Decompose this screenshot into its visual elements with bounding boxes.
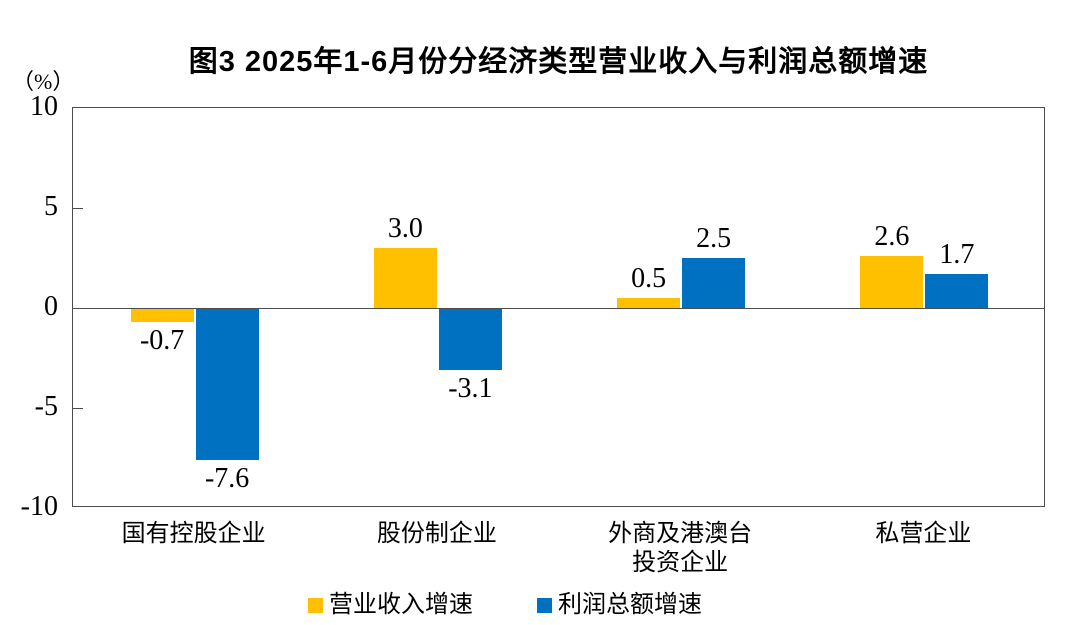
category-label-line: 股份制企业 [376,521,497,547]
value-label: 3.0 [387,213,423,244]
y-tick-label: -10 [20,491,58,522]
value-label: 1.7 [939,239,975,270]
legend-item: 利润总额增速 [537,592,702,618]
value-label: -7.6 [204,463,250,494]
value-label: -3.1 [448,373,493,404]
bar-series-1-cat-0 [195,308,259,460]
bar-series-0-cat-0 [130,308,194,322]
bar-series-0-cat-3 [860,256,924,308]
bar-series-1-cat-1 [438,308,502,370]
y-tick-label: 0 [44,291,58,322]
legend-swatch-icon [308,597,323,613]
category-label: 私营企业 [802,520,1044,549]
legend-item: 营业收入增速 [308,592,473,618]
value-label: 2.6 [874,221,910,252]
y-tick-mark [73,407,83,409]
category-label-line: 投资企业 [632,550,729,576]
y-axis-unit-label: （%） [12,69,75,94]
y-tick-label: 5 [44,191,58,222]
bar-series-0-cat-1 [373,248,437,308]
bar-series-1-cat-3 [925,274,989,308]
y-tick-mark [73,207,83,209]
y-tick-label: -5 [34,391,58,422]
value-label: 2.5 [696,223,732,254]
value-label: 0.5 [631,263,667,294]
category-label: 股份制企业 [316,520,558,549]
legend-swatch-icon [537,597,552,613]
plot-area: -0.7 3.0 0.5 2.6 -7.6 -3.1 2.5 1.7 [72,107,1045,507]
zero-axis-line [73,307,1044,309]
category-label: 国有控股企业 [73,520,315,549]
chart-title: 图3 2025年1-6月份分经济类型营业收入与利润总额增速 [188,46,929,78]
legend: 营业收入增速 利润总额增速 [308,592,702,618]
legend-label: 利润总额增速 [558,592,702,618]
category-label-line: 国有控股企业 [121,521,266,547]
bar-series-0-cat-2 [617,298,681,308]
legend-label: 营业收入增速 [329,592,473,618]
bar-series-1-cat-2 [682,258,746,308]
category-label: 外商及港澳台 投资企业 [559,520,801,578]
value-label: -0.7 [139,325,185,356]
y-tick-label: 10 [30,91,58,122]
category-label-line: 私营企业 [875,521,972,547]
category-label-line: 外商及港澳台 [608,521,753,547]
